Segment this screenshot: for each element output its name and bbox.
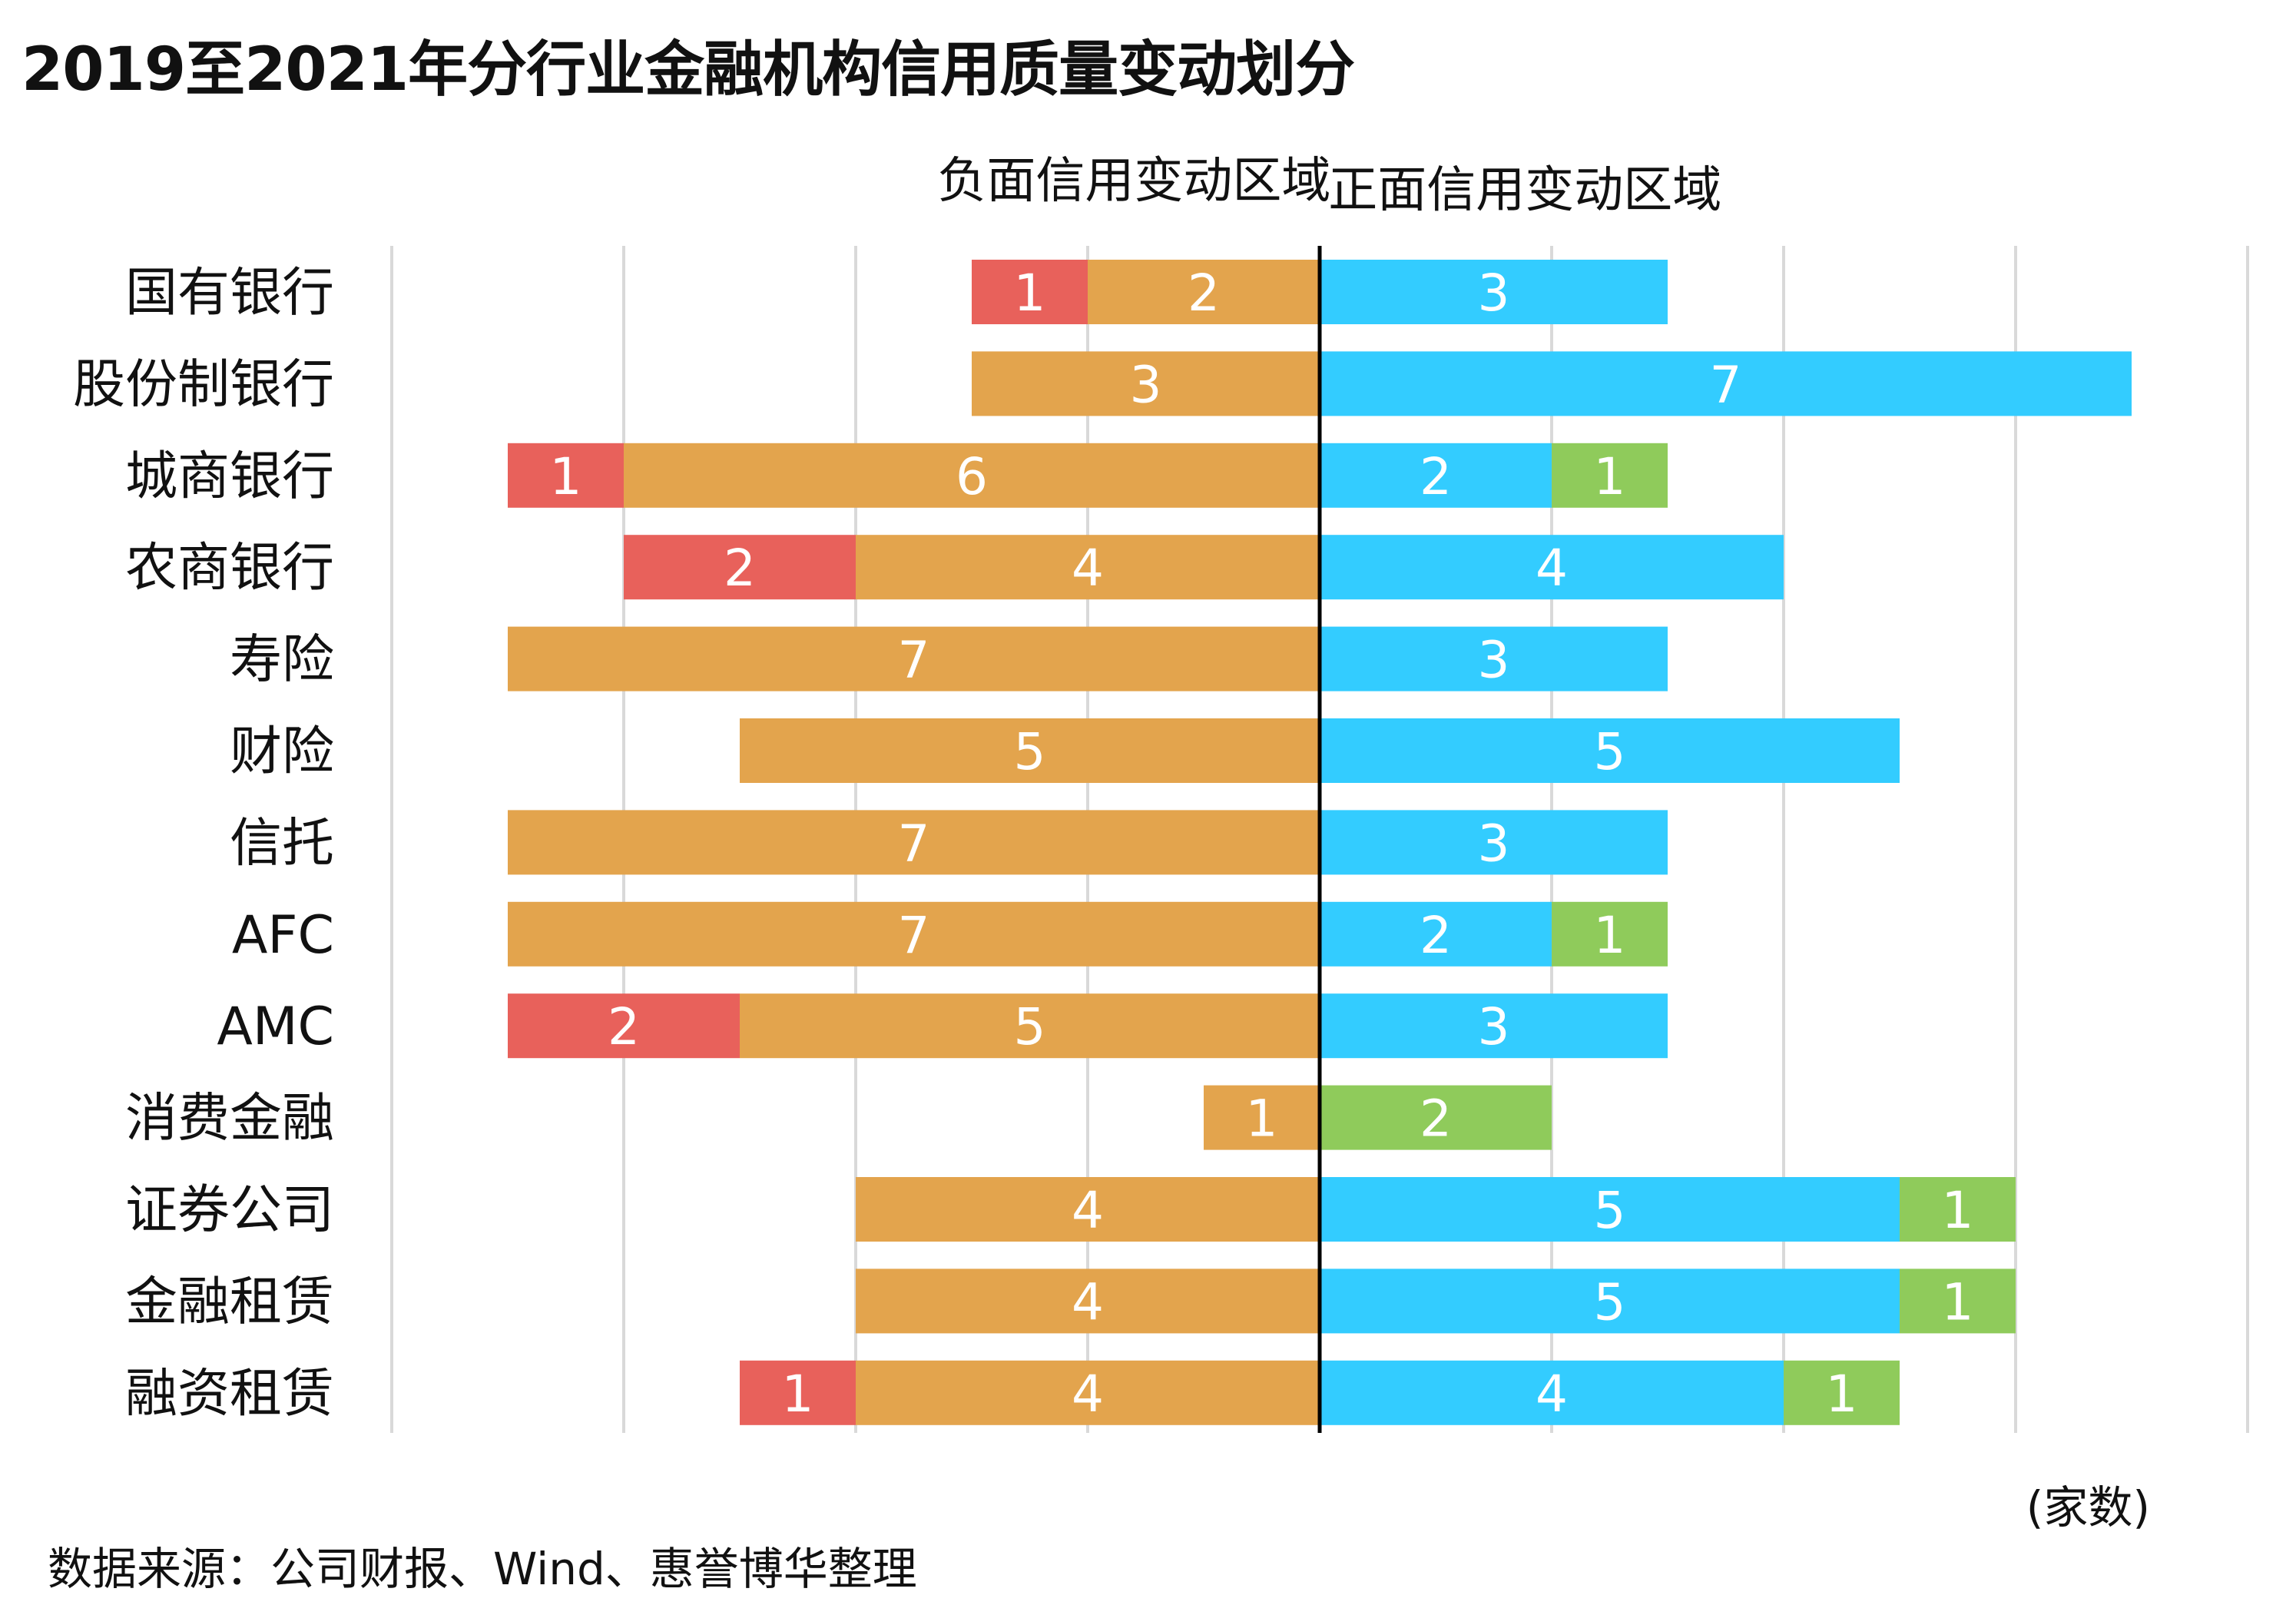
- data-label-pos_strong-7: 1: [1594, 906, 1626, 965]
- bar-neg_strong-3: [624, 535, 856, 600]
- bar-neg-7: [508, 901, 1320, 967]
- data-label-neg-6: 7: [898, 814, 930, 873]
- data-label-pos-2: 2: [1420, 447, 1452, 506]
- bar-pos_strong-10: [1900, 1177, 2016, 1242]
- bars: 21 33 761 2 142 47 35 57 37 2 152 31 24 5 14 5 141 4 1: [508, 260, 2132, 1425]
- data-label-pos-4: 3: [1478, 631, 1510, 690]
- bar-neg-1: [972, 351, 1320, 416]
- data-label-pos-11: 5: [1594, 1272, 1626, 1331]
- data-label-neg-7: 7: [898, 906, 930, 965]
- category-label: AFC: [232, 905, 334, 966]
- data-label-neg_strong-8: 2: [608, 997, 640, 1056]
- category-label: AMC: [217, 997, 334, 1057]
- bar-neg-8: [740, 993, 1320, 1059]
- category-label: 财险: [230, 721, 334, 782]
- data-label-neg-5: 5: [1014, 722, 1046, 781]
- data-label-pos_strong-11: 1: [1942, 1272, 1974, 1331]
- bar-neg-11: [856, 1268, 1320, 1334]
- bar-pos_strong-7: [1552, 901, 1668, 967]
- data-label-pos-8: 3: [1478, 997, 1510, 1056]
- bar-neg-4: [508, 626, 1320, 691]
- data-label-neg-8: 5: [1014, 997, 1046, 1056]
- category-label: 农商银行: [125, 538, 334, 599]
- unit-label: (家数): [2026, 1481, 2150, 1534]
- data-label-neg_strong-12: 1: [782, 1365, 814, 1424]
- data-label-neg-0: 2: [1188, 264, 1220, 323]
- bar-pos-2: [1320, 443, 1552, 508]
- bar-pos_strong-12: [1784, 1360, 1900, 1425]
- data-label-neg-3: 4: [1072, 539, 1104, 598]
- category-label: 股份制银行: [73, 354, 334, 415]
- data-label-neg-2: 6: [956, 447, 988, 506]
- bar-neg_strong-12: [740, 1360, 856, 1425]
- data-label-pos-1: 7: [1710, 355, 1742, 414]
- bar-neg-6: [508, 810, 1320, 875]
- category-label: 寿险: [230, 630, 334, 691]
- category-label: 国有银行: [125, 263, 334, 323]
- data-label-neg-9: 1: [1246, 1089, 1278, 1149]
- data-label-pos-7: 2: [1420, 906, 1452, 965]
- data-label-pos_strong-10: 1: [1942, 1181, 1974, 1240]
- category-label: 消费金融: [125, 1089, 334, 1149]
- bar-pos_strong-11: [1900, 1268, 2016, 1334]
- data-label-pos_strong-9: 2: [1420, 1089, 1452, 1149]
- bar-pos-12: [1320, 1360, 1784, 1425]
- bar-pos-5: [1320, 718, 1900, 783]
- data-label-neg-11: 4: [1072, 1272, 1104, 1331]
- bar-pos-6: [1320, 810, 1668, 875]
- category-label: 金融租赁: [125, 1272, 334, 1332]
- bar-pos-4: [1320, 626, 1668, 691]
- bar-pos_strong-9: [1320, 1085, 1552, 1150]
- data-label-pos-5: 5: [1594, 722, 1626, 781]
- positive-zone-label: 正面信用变动区域: [1328, 162, 1722, 219]
- category-label: 证券公司: [125, 1180, 334, 1241]
- data-label-neg-4: 7: [898, 631, 930, 690]
- category-label: 信托: [230, 813, 334, 874]
- negative-zone-label: 负面信用变动区域: [937, 153, 1331, 210]
- bar-neg-3: [856, 535, 1320, 600]
- bar-neg_strong-2: [508, 443, 624, 508]
- data-label-pos-0: 3: [1478, 264, 1510, 323]
- data-label-neg-10: 4: [1072, 1181, 1104, 1240]
- data-label-pos-12: 4: [1536, 1365, 1568, 1424]
- data-label-neg_strong-3: 2: [724, 539, 756, 598]
- data-label-neg_strong-0: 1: [1014, 264, 1046, 323]
- bar-pos-7: [1320, 901, 1552, 967]
- bar-pos-11: [1320, 1268, 1900, 1334]
- data-label-pos_strong-12: 1: [1826, 1365, 1858, 1424]
- bar-pos-8: [1320, 993, 1668, 1059]
- bar-neg-0: [1088, 260, 1320, 324]
- bar-neg-12: [856, 1360, 1320, 1425]
- bar-neg-10: [856, 1177, 1320, 1242]
- bar-pos-3: [1320, 535, 1784, 600]
- bar-neg-2: [624, 443, 1320, 508]
- category-label: 城商银行: [125, 446, 334, 507]
- data-label-neg-12: 4: [1072, 1365, 1104, 1424]
- chart-title: 2019至2021年分行业金融机构信用质量变动划分: [22, 35, 1355, 104]
- data-label-pos-6: 3: [1478, 814, 1510, 873]
- bar-pos_strong-2: [1552, 443, 1668, 508]
- bar-neg-5: [740, 718, 1320, 783]
- data-label-pos-10: 5: [1594, 1181, 1626, 1240]
- bar-pos-10: [1320, 1177, 1900, 1242]
- data-label-neg-1: 3: [1130, 355, 1162, 414]
- bar-pos-0: [1320, 260, 1668, 324]
- source-note: 数据来源：公司财报、Wind、惠誉博华整理: [48, 1543, 917, 1595]
- category-label: 融资租赁: [125, 1364, 334, 1424]
- bar-neg_strong-0: [972, 260, 1088, 324]
- data-label-pos-3: 4: [1536, 539, 1568, 598]
- bar-pos-1: [1320, 351, 2132, 416]
- data-label-pos_strong-2: 1: [1594, 447, 1626, 506]
- bar-neg_strong-8: [508, 993, 740, 1059]
- data-label-neg_strong-2: 1: [550, 447, 582, 506]
- bar-neg-9: [1204, 1085, 1320, 1150]
